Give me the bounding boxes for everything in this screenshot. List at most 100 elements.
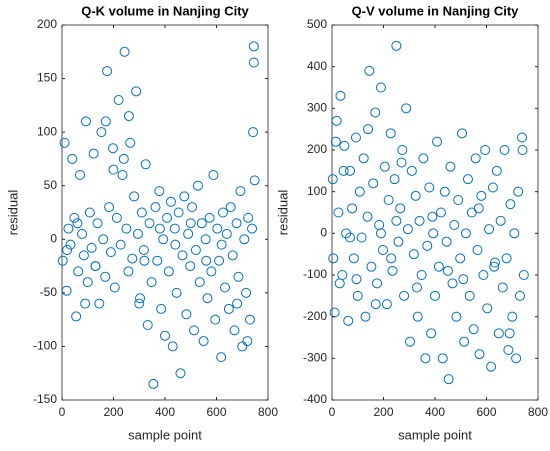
point xyxy=(80,298,91,309)
point xyxy=(71,311,82,322)
point xyxy=(100,116,111,127)
y-tick-label: 0 xyxy=(50,231,57,245)
point xyxy=(455,253,466,264)
point xyxy=(185,218,196,229)
point xyxy=(414,215,425,226)
x-tick-label: 800 xyxy=(258,405,278,419)
point xyxy=(107,143,118,154)
point xyxy=(406,165,417,176)
point xyxy=(458,274,469,285)
y-tick-label: -150 xyxy=(33,392,57,406)
x-tick-label: 800 xyxy=(528,405,548,419)
point xyxy=(63,223,74,234)
point xyxy=(447,278,458,289)
point xyxy=(501,253,512,264)
point xyxy=(395,203,406,214)
point xyxy=(422,240,433,251)
x-tick-label: 600 xyxy=(206,405,226,419)
y-tick-label: -100 xyxy=(303,267,327,281)
point xyxy=(517,145,528,155)
point xyxy=(165,196,176,207)
point xyxy=(121,223,132,234)
point xyxy=(100,271,111,282)
point xyxy=(514,290,525,301)
point xyxy=(362,211,373,222)
point xyxy=(442,265,453,276)
point xyxy=(430,290,440,301)
point xyxy=(335,90,346,101)
y-tick-label: 150 xyxy=(37,71,57,85)
point xyxy=(92,218,103,229)
x-tick-label: 200 xyxy=(103,405,123,419)
point xyxy=(202,293,213,304)
point xyxy=(468,324,479,335)
point xyxy=(457,128,468,139)
y-tick-label: 200 xyxy=(37,17,57,31)
point xyxy=(480,145,491,155)
point xyxy=(142,320,153,330)
point xyxy=(75,170,86,180)
point xyxy=(486,361,497,372)
point xyxy=(345,165,356,176)
point xyxy=(219,282,230,293)
point xyxy=(216,239,227,250)
point xyxy=(472,245,483,255)
point xyxy=(437,353,448,364)
point xyxy=(171,287,182,298)
point xyxy=(424,182,435,193)
point xyxy=(391,215,402,226)
point xyxy=(96,127,107,138)
point xyxy=(225,202,236,213)
point xyxy=(244,314,255,325)
point xyxy=(505,199,516,210)
x-tick-label: 200 xyxy=(373,405,393,419)
point xyxy=(451,311,462,322)
y-tick-label: 100 xyxy=(307,184,327,198)
point xyxy=(132,228,143,239)
point xyxy=(428,228,439,239)
point xyxy=(328,253,339,264)
point xyxy=(352,290,363,301)
point xyxy=(504,328,515,339)
point xyxy=(375,82,386,93)
point xyxy=(77,228,88,239)
point xyxy=(427,211,438,222)
point xyxy=(426,328,437,339)
point xyxy=(334,278,345,289)
point xyxy=(221,228,232,239)
x-axis-label: sample point xyxy=(398,427,472,442)
x-tick-label: 400 xyxy=(155,405,175,419)
point xyxy=(154,223,165,234)
point xyxy=(330,136,341,147)
x-tick-label: 400 xyxy=(425,405,445,419)
x-tick-label: 600 xyxy=(476,405,496,419)
point xyxy=(192,180,203,191)
point xyxy=(347,203,358,214)
point xyxy=(416,270,427,280)
point xyxy=(248,41,259,52)
point xyxy=(360,311,371,322)
point xyxy=(200,234,211,245)
point xyxy=(140,159,151,170)
point xyxy=(509,228,520,239)
point xyxy=(102,66,113,77)
point xyxy=(449,220,460,230)
point xyxy=(370,299,381,310)
point xyxy=(73,266,84,277)
point xyxy=(489,261,500,272)
point xyxy=(405,336,416,347)
point xyxy=(387,265,398,276)
point xyxy=(118,153,129,164)
point xyxy=(179,191,190,202)
point xyxy=(482,303,493,314)
point xyxy=(377,245,388,255)
y-tick-label: 400 xyxy=(307,59,327,73)
point xyxy=(232,298,243,309)
point xyxy=(478,270,489,280)
point xyxy=(333,207,344,218)
point xyxy=(169,223,180,234)
point xyxy=(190,245,201,255)
point xyxy=(439,186,450,197)
point xyxy=(138,245,149,255)
point xyxy=(435,207,446,218)
